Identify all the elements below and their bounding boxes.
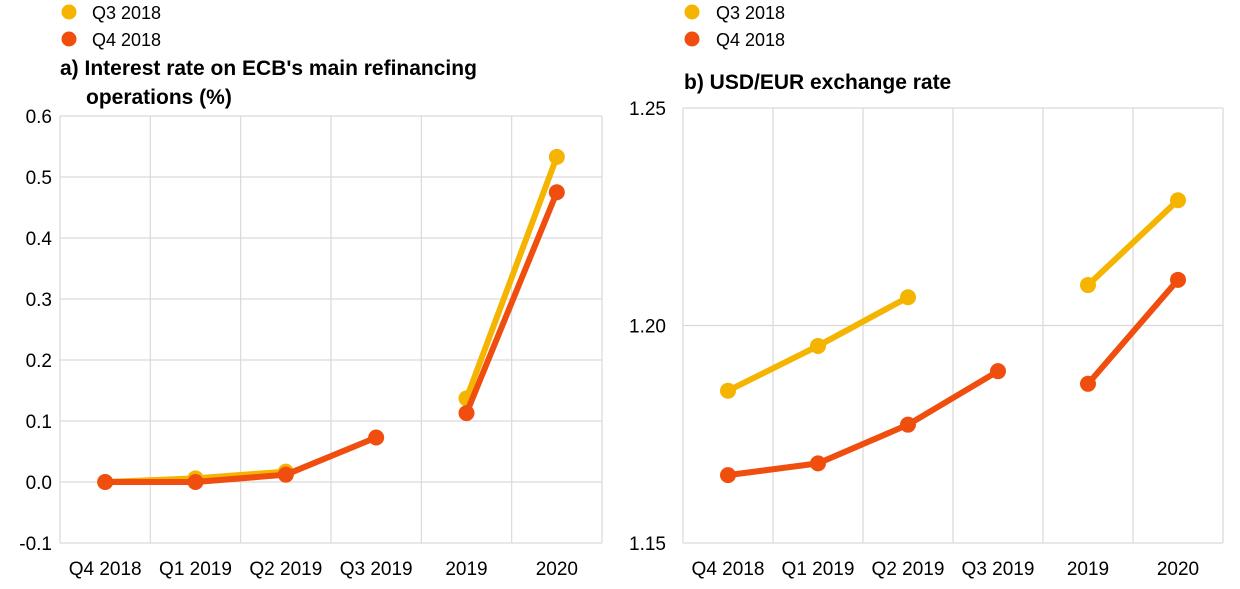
chart-b-legend-marker-q3-2018 bbox=[684, 4, 700, 20]
chart-b-y-tick-label: 1.20 bbox=[629, 317, 666, 338]
chart-b-y-tick-label: 1.15 bbox=[629, 534, 666, 555]
chart-b-point-q4-2018 bbox=[810, 455, 826, 472]
chart-a-legend-label-q4-2018: Q4 2018 bbox=[92, 30, 161, 50]
chart-a-point-q4-2018 bbox=[187, 474, 204, 490]
chart-b-x-tick-label: 2020 bbox=[1157, 559, 1199, 580]
chart-b-grid bbox=[682, 107, 1224, 544]
chart-a-y-tick-label: 0.4 bbox=[26, 229, 53, 250]
chart-a-x-tick-label: Q3 2019 bbox=[340, 559, 413, 580]
chart-a-y-tick-label: -0.1 bbox=[19, 534, 52, 555]
chart-b-x-tick-label: Q3 2019 bbox=[962, 559, 1035, 580]
chart-a-point-q4-2018 bbox=[277, 466, 294, 483]
chart-a-title-line1: a) Interest rate on ECB's main refinanci… bbox=[60, 57, 477, 80]
chart-a-series-line-q4-2018 bbox=[102, 434, 380, 485]
chart-a-series-line-q3-2018 bbox=[463, 153, 560, 402]
chart-a-y-tick-label: 0.6 bbox=[26, 107, 52, 128]
chart-b-x-tick-label: Q2 2019 bbox=[872, 559, 945, 580]
chart-a-point-q4-2018 bbox=[97, 474, 114, 490]
chart-a-x-tick-label: 2020 bbox=[536, 559, 578, 580]
chart-a-title-line2: operations (%) bbox=[86, 86, 232, 109]
chart-b-legend-label-q4-2018: Q4 2018 bbox=[716, 30, 785, 50]
chart-a-y-tick-label: 0.3 bbox=[26, 290, 52, 311]
chart-a-y-tick-label: 0.5 bbox=[26, 168, 52, 189]
chart-a-y-tick-label: 0.0 bbox=[26, 473, 52, 494]
chart-b-title: b) USD/EUR exchange rate bbox=[684, 71, 951, 94]
chart-b-legend-marker-q4-2018 bbox=[684, 31, 700, 47]
chart-b-legend: Q3 2018 Q4 2018 bbox=[684, 3, 785, 50]
chart-b-point-q3-2018 bbox=[1080, 277, 1096, 294]
chart-a-point-q4-2018 bbox=[458, 405, 475, 422]
chart-a: Q3 2018 Q4 2018 a) Interest rate on ECB'… bbox=[19, 3, 603, 580]
chart-a-y-tick-label: 0.2 bbox=[26, 351, 52, 372]
chart-a-series-line-q4-2018 bbox=[463, 189, 560, 417]
chart-b-point-q4-2018 bbox=[1170, 271, 1186, 288]
chart-a-x-tick-label: Q2 2019 bbox=[249, 559, 322, 580]
chart-b-series-line-q4-2018 bbox=[1085, 276, 1181, 387]
chart-b-x-tick-label: 2019 bbox=[1067, 559, 1109, 580]
chart-b-point-q3-2018 bbox=[810, 337, 826, 354]
chart-a-point-q3-2018 bbox=[548, 148, 565, 165]
chart-b-point-q4-2018 bbox=[900, 416, 916, 433]
chart-a-x-tick-label: Q1 2019 bbox=[159, 559, 232, 580]
chart-a-x-tick-label: Q4 2018 bbox=[69, 559, 142, 580]
chart-b-point-q3-2018 bbox=[1170, 192, 1186, 209]
chart-b-x-axis: Q4 2018 Q1 2019 Q2 2019 Q3 2019 2019 2020 bbox=[692, 559, 1200, 580]
chart-b-point-q4-2018 bbox=[720, 467, 736, 484]
chart-a-x-axis: Q4 2018 Q1 2019 Q2 2019 Q3 2019 2019 2020 bbox=[69, 559, 578, 580]
chart-a-y-axis: -0.1 0.0 0.1 0.2 0.3 0.4 0.5 0.6 bbox=[19, 107, 52, 555]
chart-a-legend: Q3 2018 Q4 2018 bbox=[61, 3, 161, 50]
chart-b-x-tick-label: Q4 2018 bbox=[692, 559, 765, 580]
chart-a-legend-marker-q3-2018 bbox=[61, 4, 77, 20]
chart-a-legend-label-q3-2018: Q3 2018 bbox=[92, 3, 161, 23]
chart-b-y-axis: 1.15 1.20 1.25 bbox=[629, 99, 666, 555]
chart-b-point-q3-2018 bbox=[720, 382, 736, 399]
chart-b-legend-label-q3-2018: Q3 2018 bbox=[716, 3, 785, 23]
chart-b-x-tick-label: Q1 2019 bbox=[782, 559, 855, 580]
chart-b-series-line-q4-2018 bbox=[725, 368, 1001, 479]
chart-b-y-tick-label: 1.25 bbox=[629, 99, 666, 120]
chart-a-y-tick-label: 0.1 bbox=[26, 412, 52, 433]
chart-a-x-tick-label: 2019 bbox=[445, 559, 487, 580]
chart-b-series-line-q3-2018 bbox=[1085, 197, 1181, 289]
chart-b-point-q4-2018 bbox=[990, 363, 1006, 380]
chart-b-point-q4-2018 bbox=[1080, 375, 1096, 392]
chart-b: Q3 2018 Q4 2018 b) USD/EUR exchange rate… bbox=[629, 3, 1224, 580]
chart-a-point-q4-2018 bbox=[368, 429, 385, 446]
chart-b-point-q3-2018 bbox=[900, 289, 916, 306]
chart-a-point-q4-2018 bbox=[548, 184, 565, 201]
chart-b-series bbox=[720, 192, 1186, 484]
chart-a-grid bbox=[59, 115, 603, 544]
chart-a-series bbox=[97, 148, 565, 490]
chart-a-legend-marker-q4-2018 bbox=[61, 31, 77, 47]
